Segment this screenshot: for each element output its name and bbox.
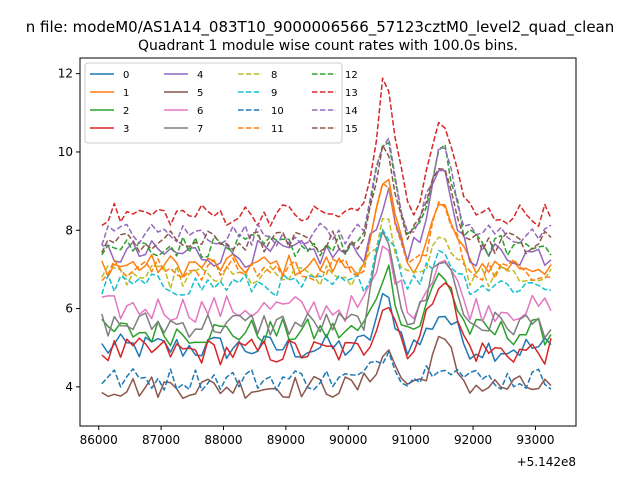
x-tick-label: 86000: [80, 433, 118, 447]
y-tick-label: 12: [58, 67, 73, 81]
x-tick-label: 89000: [267, 433, 305, 447]
x-tick-label: 91000: [392, 433, 430, 447]
y-tick-label: 8: [65, 223, 73, 237]
legend-box: [84, 62, 343, 144]
legend-label-5: 5: [197, 88, 203, 99]
legend-label-9: 9: [271, 88, 277, 99]
series-line-5: [101, 335, 552, 400]
series-line-8: [101, 217, 552, 290]
series-layer: [101, 77, 552, 400]
chart-title: Quadrant 1 module wise count rates with …: [138, 38, 518, 54]
legend-label-11: 11: [271, 124, 284, 135]
series-line-13: [101, 77, 552, 228]
legend-label-12: 12: [345, 70, 358, 81]
legend-label-10: 10: [271, 106, 284, 117]
x-tick-label: 93000: [516, 433, 554, 447]
series-line-0: [101, 292, 552, 363]
y-tick-label: 4: [65, 380, 73, 394]
legend-label-15: 15: [345, 124, 358, 135]
series-line-2: [101, 264, 552, 347]
legend-label-8: 8: [271, 70, 277, 81]
series-line-11: [101, 182, 551, 282]
legend-label-0: 0: [123, 70, 129, 81]
series-line-10: [101, 351, 552, 392]
legend-label-7: 7: [197, 124, 203, 135]
series-line-3: [101, 282, 552, 366]
series-line-7: [101, 230, 552, 339]
x-tick-label: 88000: [204, 433, 242, 447]
chart-suptitle: n file: modeM0/AS1A14_083T10_9000006566_…: [26, 18, 615, 37]
legend-label-4: 4: [197, 70, 203, 81]
legend-label-14: 14: [345, 106, 358, 117]
y-tick-label: 6: [65, 302, 73, 316]
legend-label-13: 13: [345, 88, 358, 99]
x-tick-label: 90000: [329, 433, 367, 447]
series-line-12: [101, 141, 552, 259]
series-line-4: [101, 169, 552, 269]
y-tick-label: 10: [58, 145, 73, 159]
legend-label-3: 3: [123, 124, 129, 135]
legend-label-1: 1: [123, 88, 129, 99]
axes: 86000 87000 88000 89000 90000 91000 92000 93000…: [58, 57, 577, 447]
series-line-15: [101, 144, 552, 255]
plot-frame: [79, 57, 577, 427]
series-line-9: [101, 228, 552, 297]
x-axis-offset-label: +5.142e8: [517, 455, 576, 469]
series-line-6: [101, 245, 552, 323]
legend-label-6: 6: [197, 106, 203, 117]
legend-label-2: 2: [123, 106, 129, 117]
series-line-14: [101, 137, 552, 247]
x-tick-label: 92000: [454, 433, 492, 447]
x-tick-label: 87000: [142, 433, 180, 447]
